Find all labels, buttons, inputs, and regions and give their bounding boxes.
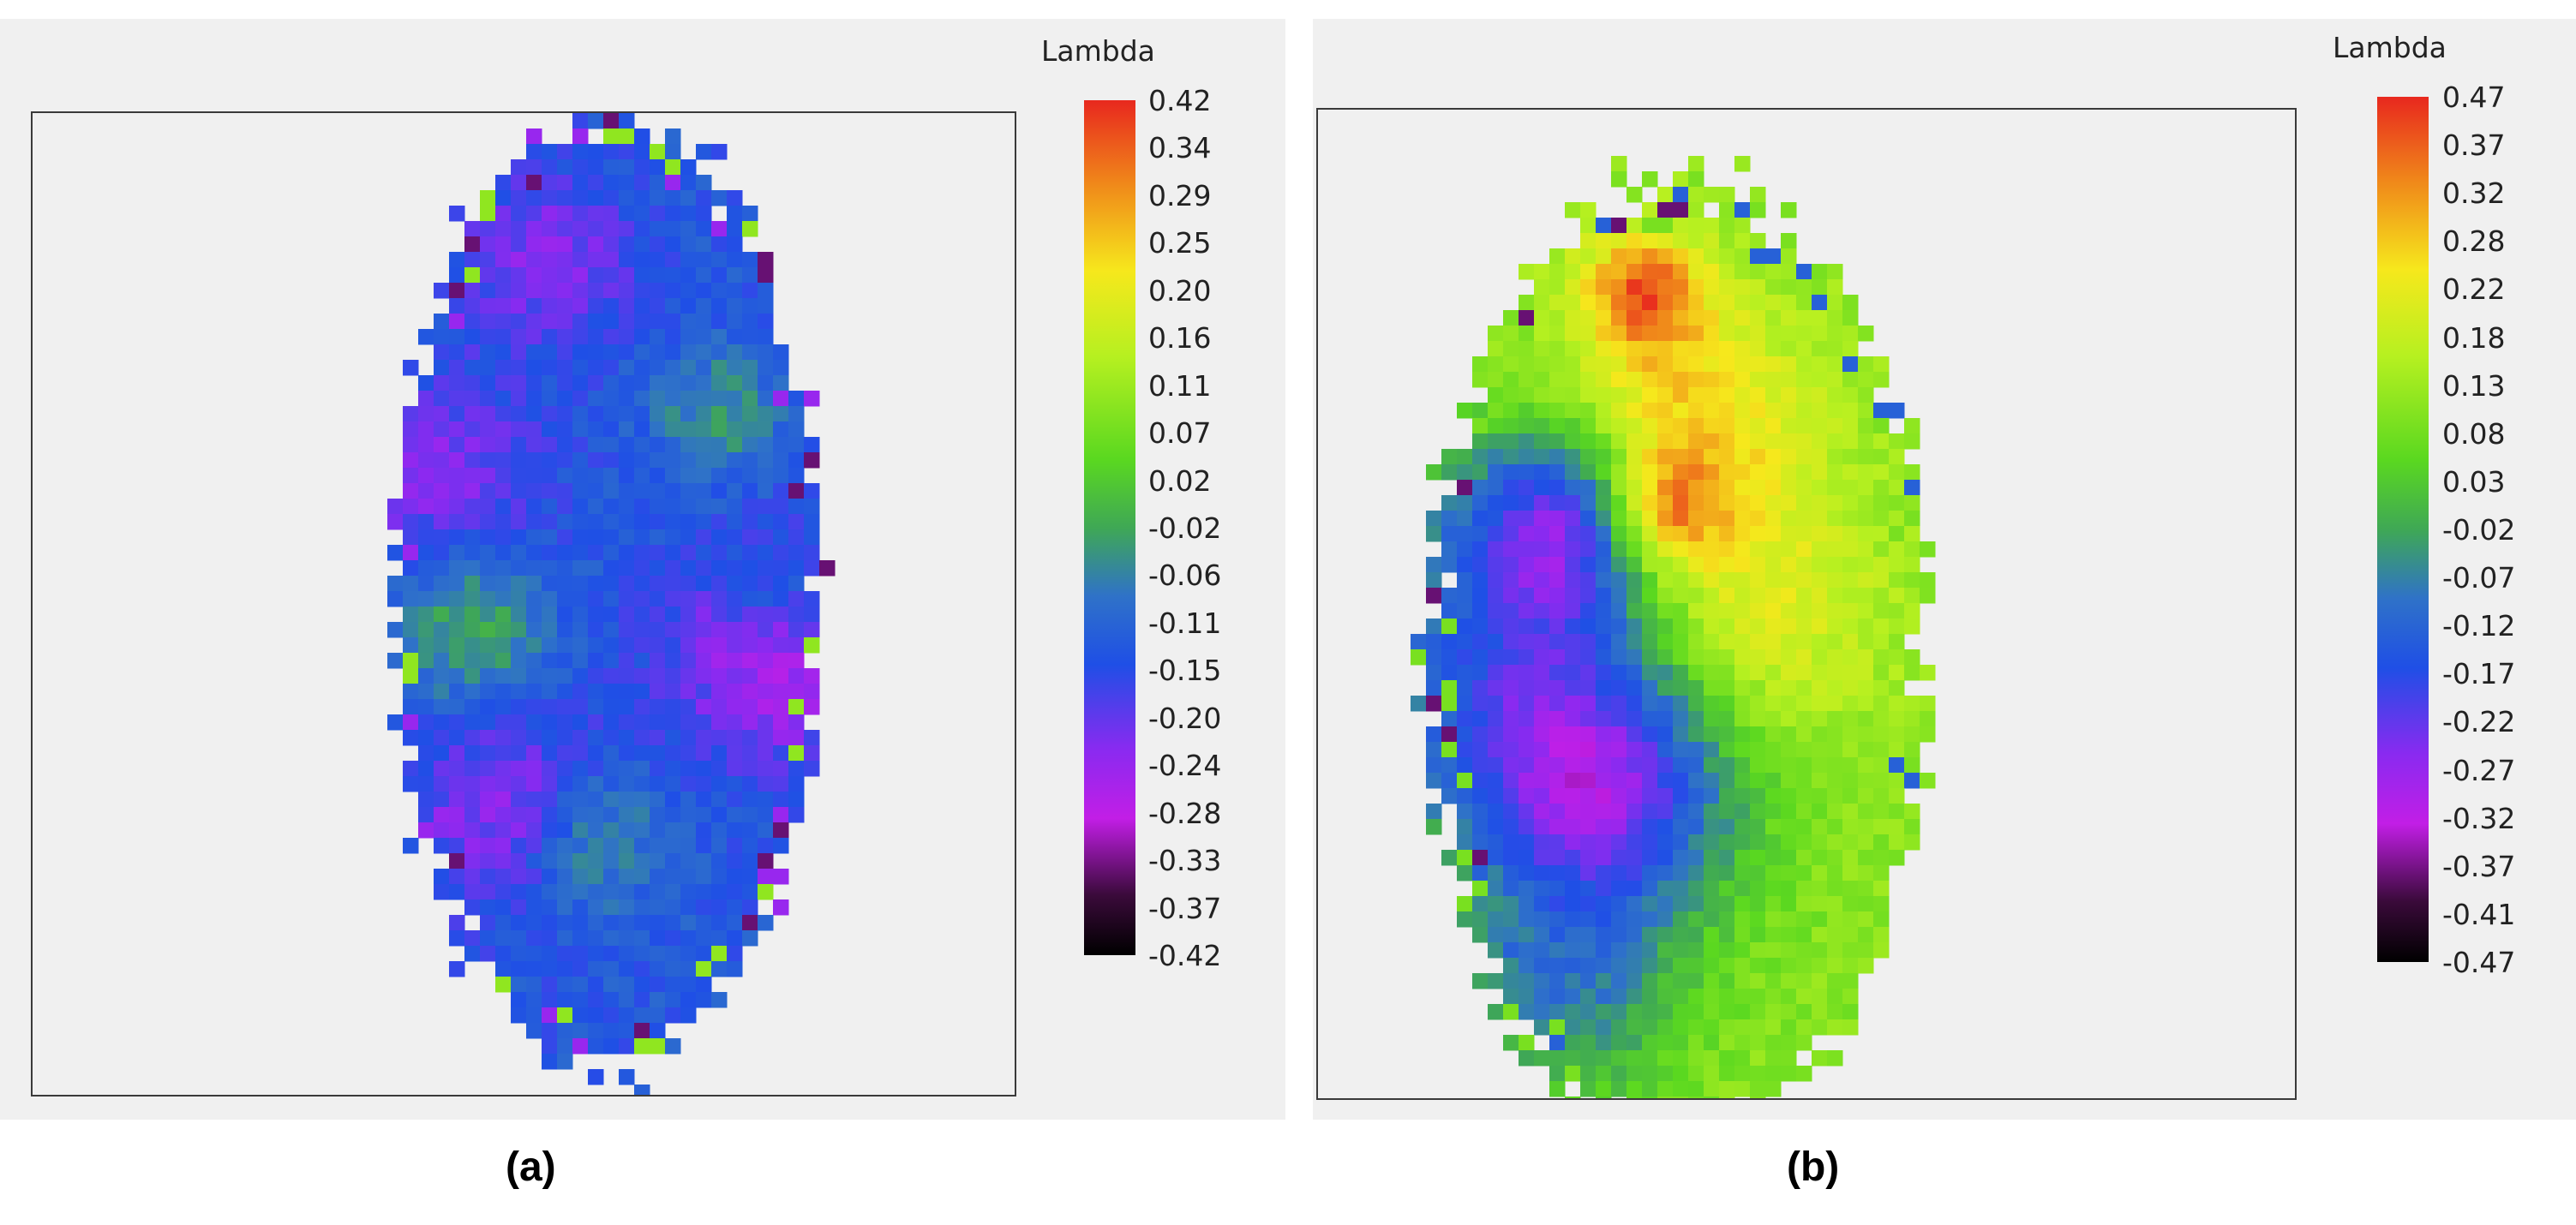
colorbar-tick-label: -0.11 <box>1148 606 1222 640</box>
heatmap-a <box>387 113 836 1095</box>
colorbar-tick-label: -0.12 <box>2442 609 2516 643</box>
colorbar-tick-label: -0.17 <box>2442 657 2516 691</box>
colorbar-tick-label: -0.28 <box>1148 796 1222 830</box>
colorbar-tick-label: -0.20 <box>1148 701 1222 735</box>
plot-area-a <box>31 111 1016 1097</box>
heatmap-panel-a: Lambda 0.42 <box>0 19 1285 1120</box>
colorbar-tick-label: 0.32 <box>2442 176 2506 211</box>
colorbar-title-a: Lambda <box>1041 34 1155 68</box>
colorbar-tick-label: -0.24 <box>1148 749 1222 783</box>
colorbar-tick-label: 0.42 <box>1148 84 1212 117</box>
colorbar-tick-label: -0.47 <box>2442 946 2516 979</box>
caption-a: (a) <box>506 1144 556 1190</box>
colorbar-tick-label: 0.47 <box>2442 81 2506 114</box>
colorbar-tick-label: 0.11 <box>1148 368 1212 403</box>
colorbar-tick-label: 0.18 <box>2442 320 2506 355</box>
colorbar-tick-label: 0.22 <box>2442 272 2506 307</box>
colorbar-tick-label: -0.22 <box>2442 705 2516 739</box>
colorbar-b <box>2377 97 2429 962</box>
colorbar-tick-label: 0.28 <box>2442 224 2506 259</box>
colorbar-tick-label: -0.15 <box>1148 654 1222 688</box>
colorbar-tick-label: -0.07 <box>2442 561 2516 595</box>
caption-b: (b) <box>1787 1144 1840 1190</box>
colorbar-tick-label: -0.42 <box>1148 939 1222 972</box>
heatmap-panel-b: Lambda 0.47 <box>1313 19 2576 1120</box>
colorbar-tick-label: 0.08 <box>2442 416 2506 451</box>
plot-area-b <box>1316 108 2297 1100</box>
colorbar-tick-label: 0.34 <box>1148 131 1212 165</box>
colorbar-tick-label: 0.20 <box>1148 273 1212 308</box>
colorbar-tick-label: -0.32 <box>2442 801 2516 835</box>
colorbar-a <box>1084 100 1135 955</box>
heatmap-b <box>1411 156 1936 1098</box>
colorbar-tick-label: 0.07 <box>1148 416 1212 451</box>
colorbar-ticks-a: 0.42 0.34 0.29 0.25 0.20 0.16 0.11 0.07 0.02 -0.0… <box>1148 87 1268 970</box>
colorbar-tick-label: -0.37 <box>1148 891 1222 925</box>
colorbar-tick-label: -0.02 <box>1148 511 1222 545</box>
colorbar-tick-label: 0.25 <box>1148 226 1212 260</box>
colorbar-tick-label: 0.13 <box>2442 368 2506 403</box>
colorbar-tick-label: -0.37 <box>2442 849 2516 883</box>
colorbar-tick-label: 0.29 <box>1148 178 1212 212</box>
colorbar-tick-label: 0.02 <box>1148 463 1212 498</box>
colorbar-tick-label: -0.41 <box>2442 897 2516 931</box>
colorbar-title-b: Lambda <box>2333 31 2447 64</box>
colorbar-tick-label: -0.27 <box>2442 753 2516 787</box>
colorbar-tick-label: 0.03 <box>2442 464 2506 499</box>
colorbar-tick-label: 0.16 <box>1148 321 1212 356</box>
colorbar-tick-label: -0.06 <box>1148 559 1222 593</box>
colorbar-tick-label: 0.37 <box>2442 128 2506 163</box>
colorbar-ticks-b: 0.47 0.37 0.32 0.28 0.22 0.18 0.13 0.08 0.03 -0.0… <box>2442 83 2562 977</box>
colorbar-tick-label: -0.33 <box>1148 844 1222 878</box>
colorbar-tick-label: -0.02 <box>2442 513 2516 547</box>
